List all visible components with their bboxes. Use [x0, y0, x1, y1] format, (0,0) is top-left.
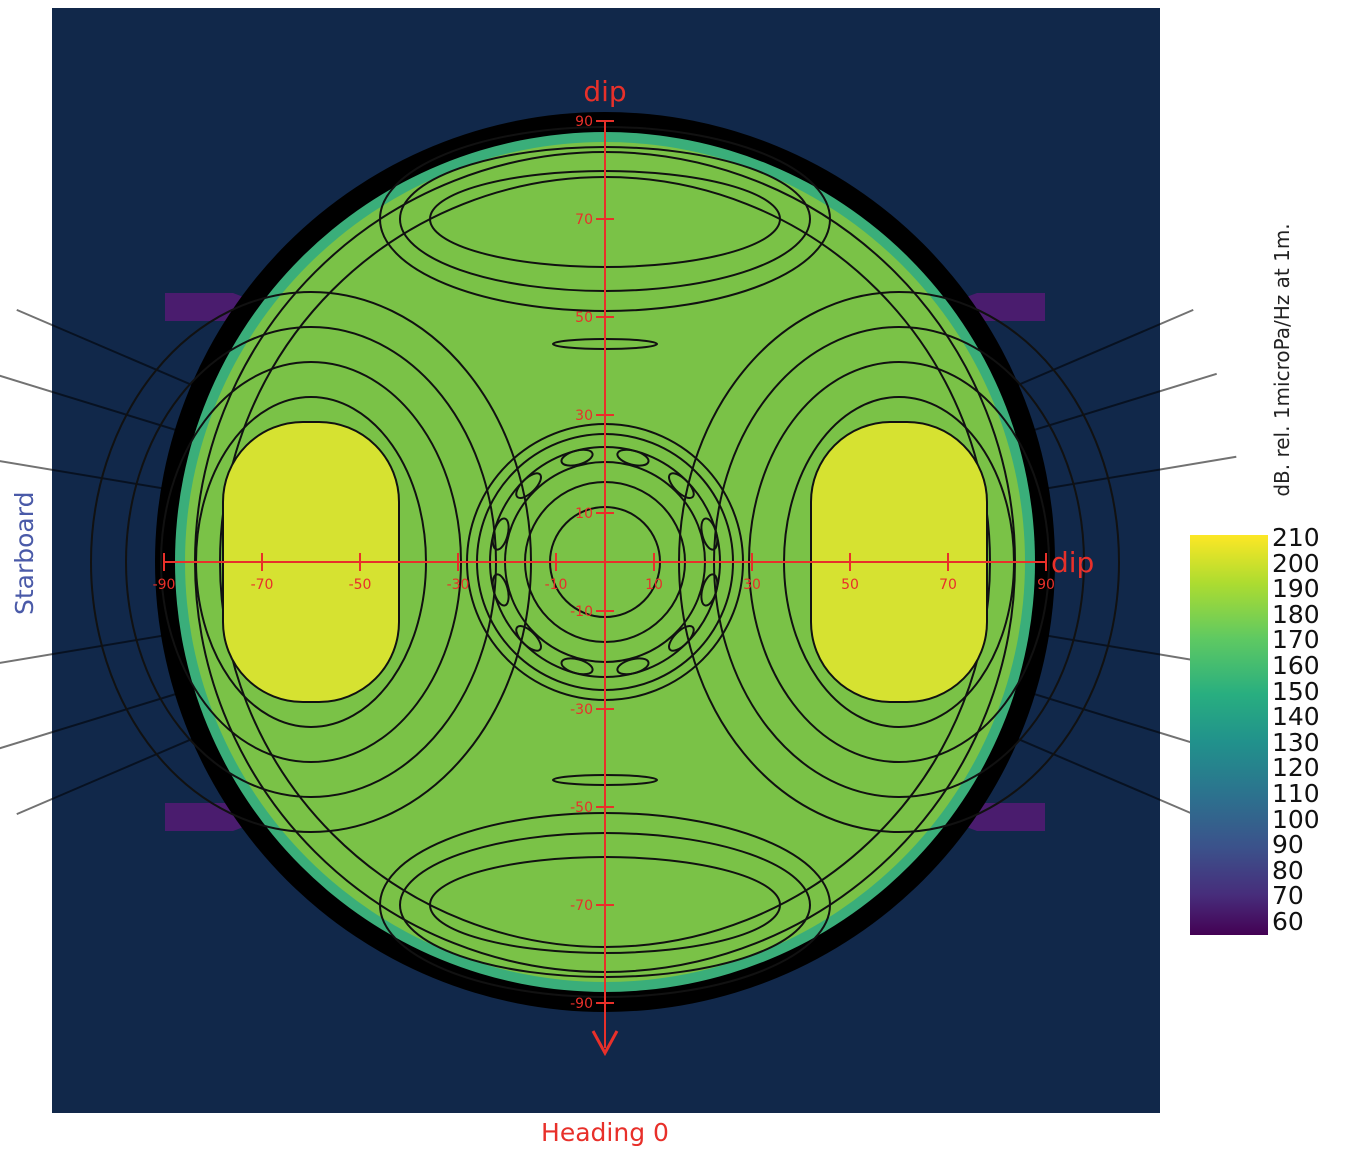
y-tick-label: 90 [575, 114, 593, 130]
contour-blob [668, 472, 695, 499]
y-tick-label: 30 [575, 408, 593, 424]
contour-blob [515, 472, 542, 499]
colorbar-tick-label: 210 [1272, 523, 1320, 552]
contour-blob [515, 625, 542, 652]
ray-line [1006, 684, 1217, 752]
ray-line [16, 308, 220, 398]
colorbar-tick-label: 140 [1272, 702, 1320, 732]
colorbar-tick-label: 170 [1272, 625, 1320, 655]
contour-blob [700, 517, 719, 551]
colorbar-tick-label: 110 [1272, 779, 1320, 808]
contour-blob [491, 517, 510, 551]
colorbar-tick-label: 190 [1272, 574, 1320, 604]
colorbar-tick-label: 80 [1272, 855, 1304, 885]
y-tick-label: -50 [570, 800, 593, 816]
contour-blob [668, 625, 695, 652]
bottom-label: Heading 0 [541, 1118, 669, 1147]
ray-line [0, 374, 204, 440]
ray-line [1006, 372, 1217, 440]
y-tick-label: -30 [570, 702, 593, 718]
contour-blob [560, 657, 594, 676]
colorbar [1190, 535, 1268, 935]
x-tick-label: 90 [1037, 577, 1055, 593]
y-tick-label: 70 [575, 212, 593, 228]
x-tick-label: -50 [349, 577, 372, 593]
ray-line [990, 308, 1194, 398]
ray-line [990, 726, 1194, 816]
heading-arrow [591, 1030, 619, 1057]
colorbar-ticks: 210 200 190 180 170 160 150 140 130 120 110 100 90 80… [1272, 525, 1352, 945]
colorbar-label: dB. rel. 1microPa/Hz at 1m. [1270, 223, 1294, 497]
left-label: Starboard [10, 491, 39, 615]
colorbar-tick-label: 90 [1272, 830, 1304, 860]
ray-line [16, 726, 220, 816]
y-tick-label: 50 [575, 310, 593, 326]
y-tick-label: -90 [570, 996, 593, 1012]
ray-line [1019, 455, 1237, 494]
x-tick-label: 70 [939, 577, 957, 593]
colorbar-tick-label: 150 [1272, 676, 1320, 706]
x-tick-label: -70 [251, 577, 274, 593]
colorbar-tick-label: 100 [1272, 804, 1320, 834]
x-tick-label: 10 [645, 577, 663, 593]
colorbar-tick-label: 70 [1272, 881, 1304, 911]
y-axis-label: dip [583, 75, 626, 108]
contour-blob [560, 448, 594, 467]
dip-axes: -90 -70 -50 -30 -10 10 30 50 70 90 90 70 50 30 10 -10 -3… [153, 75, 1094, 1057]
colorbar-tick-label: 160 [1272, 651, 1320, 680]
colorbar-tick-label: 60 [1272, 907, 1304, 936]
x-tick-label: 30 [743, 577, 761, 593]
x-tick-label: 50 [841, 577, 859, 593]
y-tick-label: 10 [575, 506, 593, 522]
contour-blob [616, 657, 650, 676]
y-tick-label: -70 [570, 898, 593, 914]
x-tick-label: -30 [447, 577, 470, 593]
ray-line [0, 630, 191, 664]
x-tick-label: -90 [153, 577, 176, 593]
x-axis-label: dip [1051, 546, 1094, 579]
colorbar-tick-label: 180 [1272, 599, 1320, 629]
colorbar-tick-label: 200 [1272, 548, 1320, 578]
ray-line [0, 460, 191, 494]
x-tick-label: -10 [545, 577, 568, 593]
colorbar-tick-label: 130 [1272, 727, 1320, 757]
ray-line [0, 684, 204, 750]
contour-blob [700, 573, 719, 607]
y-tick-label: -10 [570, 604, 593, 620]
background-rays [0, 308, 1237, 816]
contour-blob [491, 573, 510, 607]
contour-blob [616, 448, 650, 467]
colorbar-tick-label: 120 [1272, 753, 1320, 783]
